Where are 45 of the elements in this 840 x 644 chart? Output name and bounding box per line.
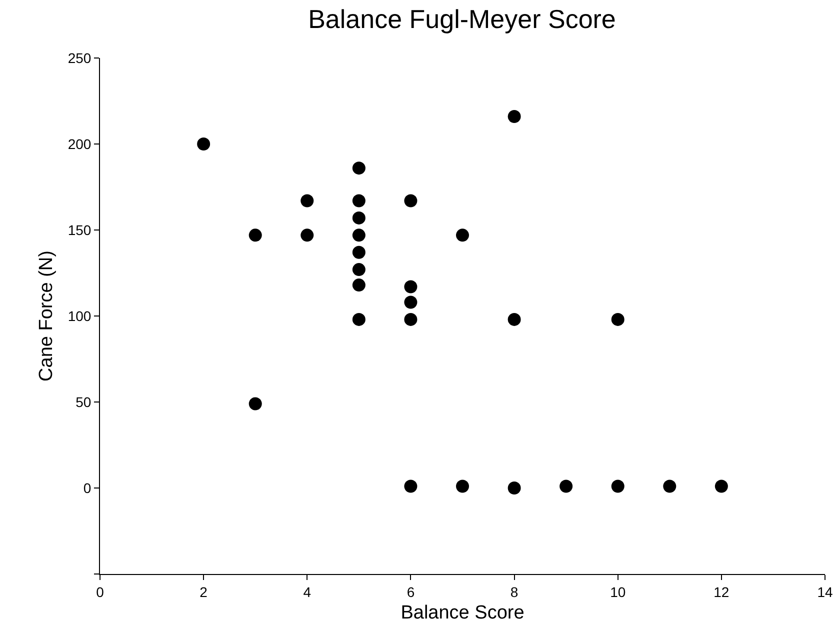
point	[300, 194, 314, 208]
y-tick-label: 150	[68, 222, 92, 238]
point	[714, 480, 728, 493]
point	[404, 480, 418, 493]
x-tick-label: 4	[303, 584, 312, 600]
point	[560, 480, 573, 493]
y-tick-label: 50	[76, 394, 92, 410]
x-tick-label: 2	[200, 584, 208, 600]
point	[404, 194, 418, 208]
y-tick-label: 250	[68, 50, 92, 66]
point	[352, 194, 366, 208]
point	[404, 296, 418, 309]
x-axis-title: Balance Score	[400, 602, 524, 624]
y-tick-label: 200	[68, 136, 92, 152]
x-tick-label: 14	[817, 584, 833, 600]
point	[248, 397, 262, 410]
point	[352, 162, 366, 175]
x-tick-label: 10	[610, 584, 626, 600]
chart-title: Balance Fugl-Meyer Score	[308, 4, 616, 34]
x-tick-label: 6	[406, 584, 415, 600]
point	[352, 312, 366, 326]
point	[611, 312, 624, 326]
point	[508, 110, 521, 123]
x-tick-label: 8	[510, 584, 518, 600]
point	[611, 480, 624, 493]
point	[404, 280, 418, 294]
point	[197, 138, 210, 150]
point	[352, 246, 366, 259]
point	[456, 480, 469, 493]
point	[352, 228, 366, 242]
point	[456, 228, 469, 242]
point	[508, 312, 521, 326]
point	[352, 278, 366, 292]
point	[508, 482, 521, 494]
x-tick-label: 0	[96, 584, 104, 600]
y-axis-title: Cane Force (N)	[36, 250, 57, 382]
y-tick-label: 100	[68, 308, 92, 324]
point	[663, 480, 676, 493]
point	[248, 228, 262, 242]
point	[352, 211, 366, 224]
x-tick-label: 12	[714, 584, 730, 600]
point	[352, 263, 366, 276]
point	[404, 312, 418, 326]
point	[300, 228, 314, 242]
y-tick-label: 0	[83, 480, 92, 496]
